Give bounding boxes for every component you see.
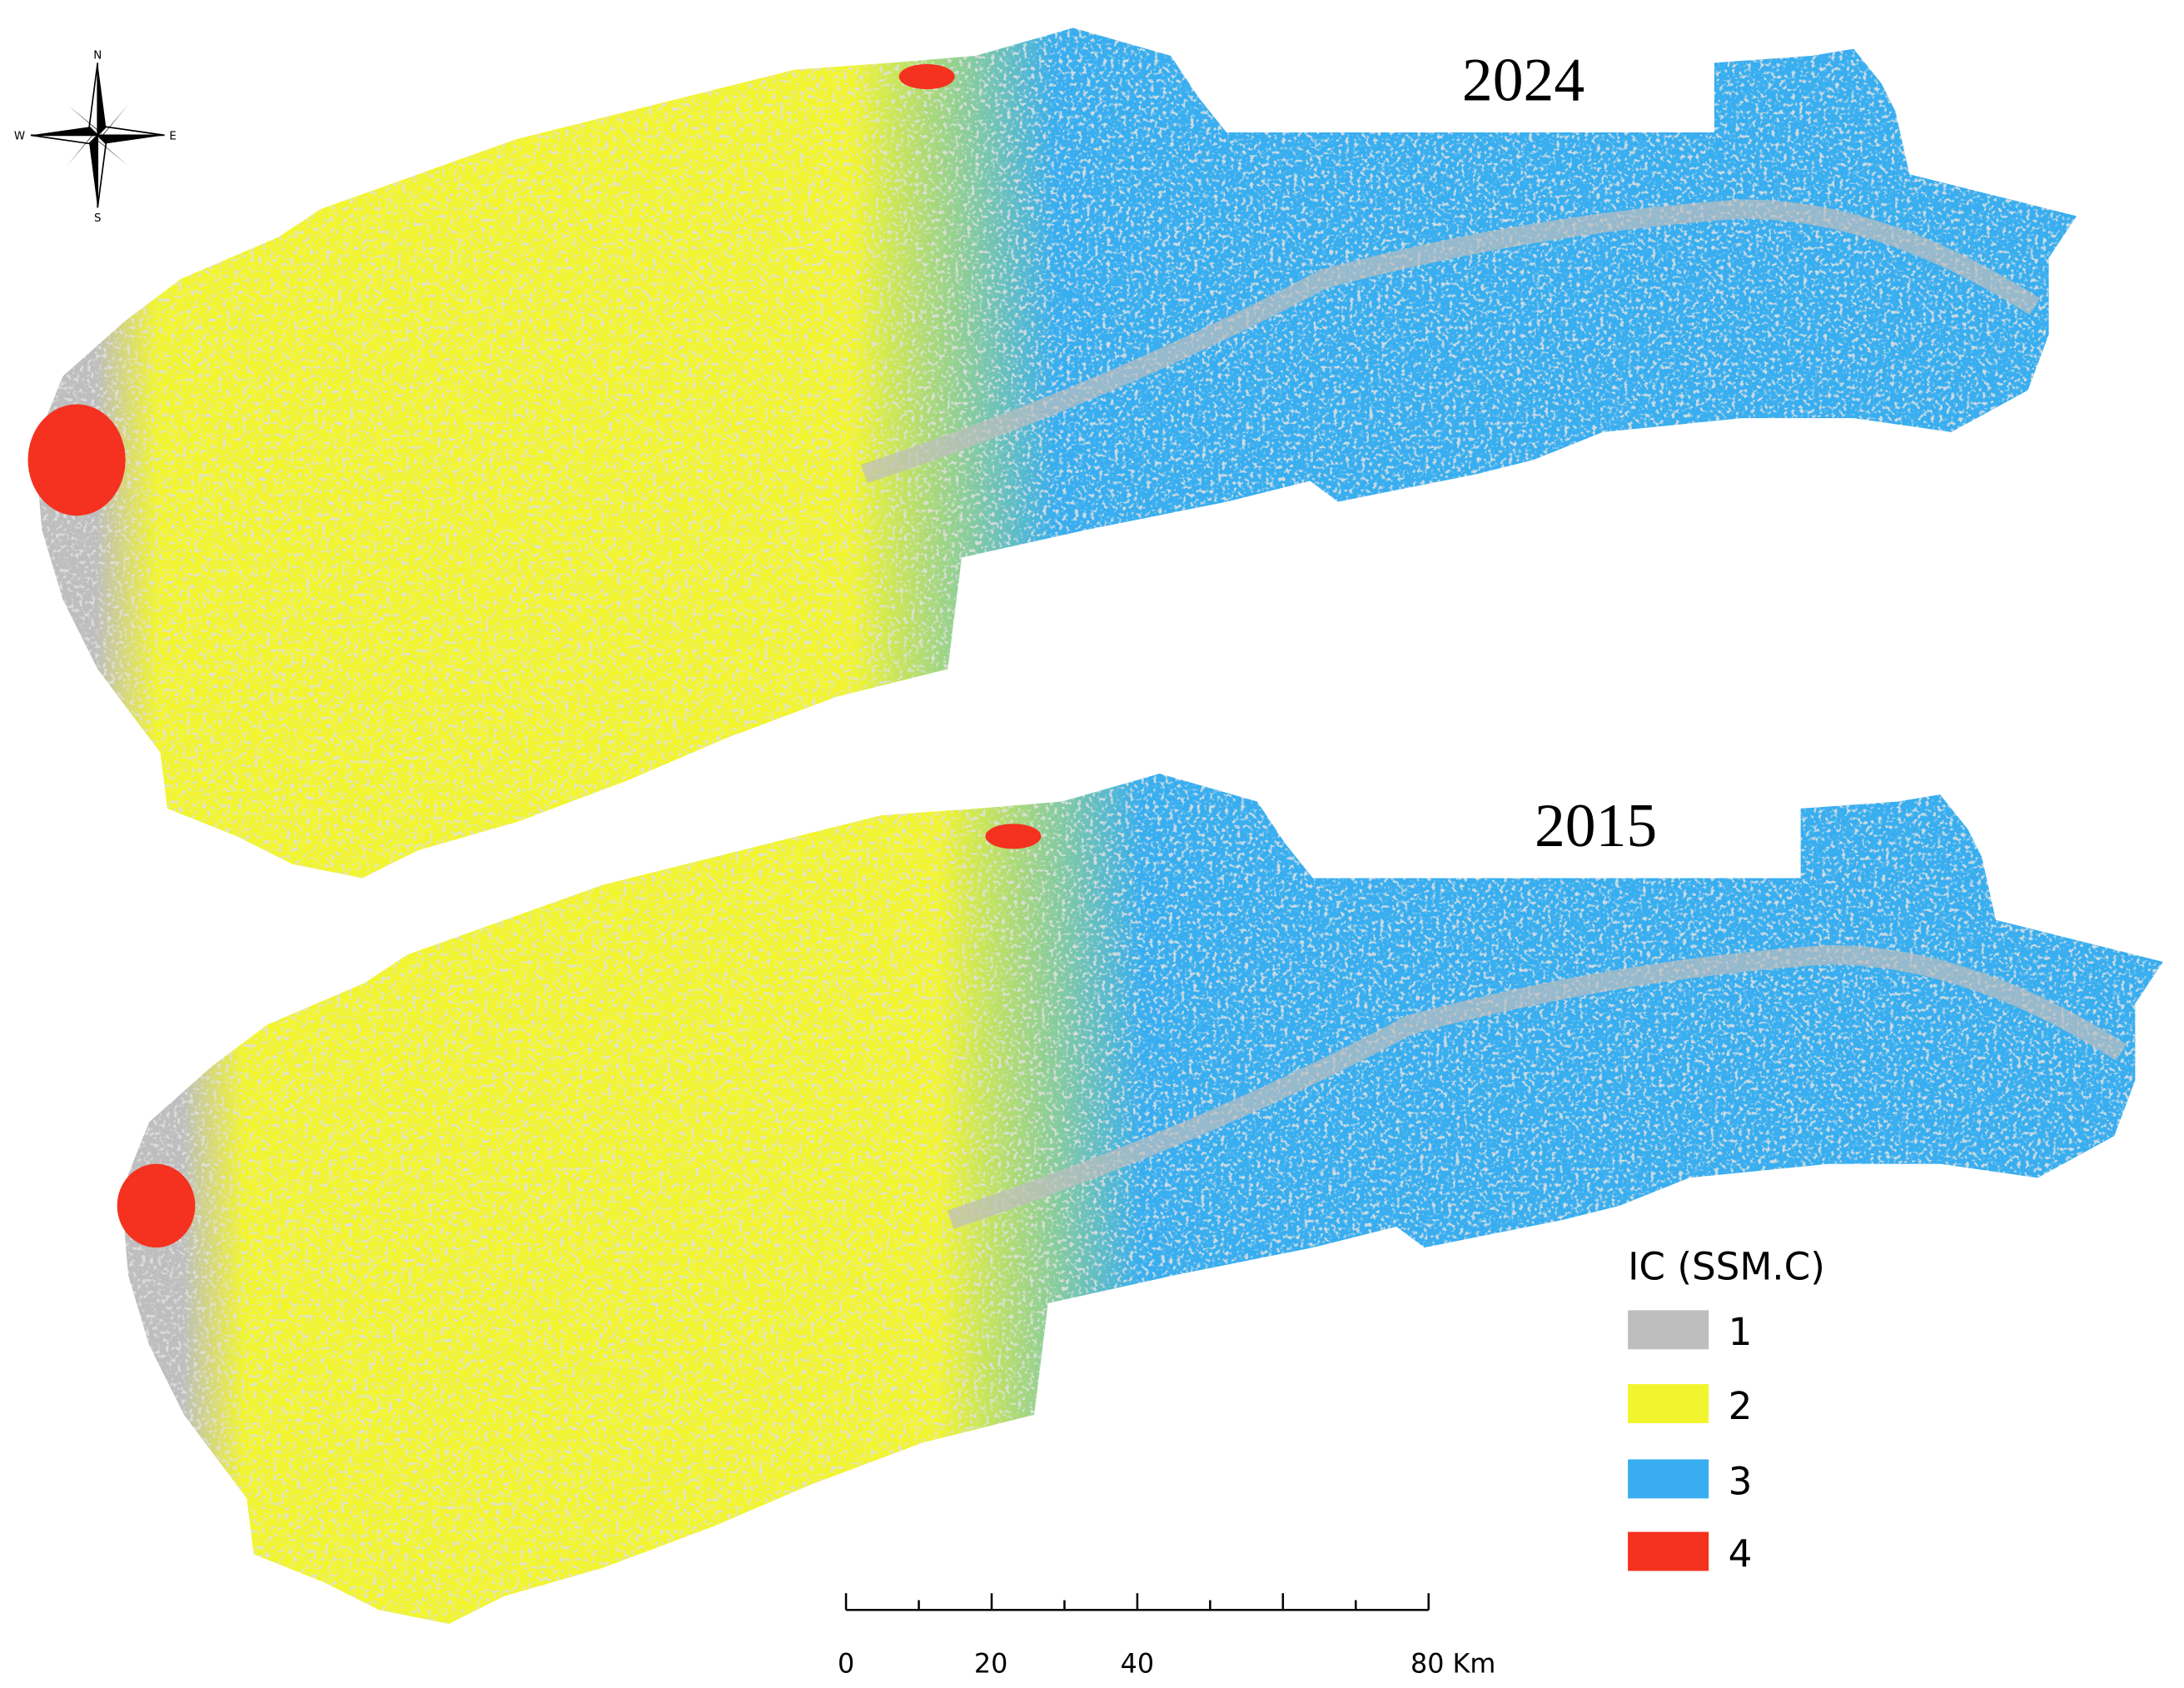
scale-label: 0 [838, 1649, 854, 1680]
compass: N S W E [14, 49, 177, 225]
hotspot [117, 1163, 196, 1248]
legend-label: 3 [1729, 1459, 1753, 1503]
compass-arm [89, 135, 98, 208]
valley [861, 199, 2041, 484]
compass-arm [30, 127, 98, 136]
legend-swatch [1628, 1384, 1709, 1423]
compass-label: N [93, 49, 102, 62]
compass-arm [96, 126, 165, 137]
hotspot [27, 404, 126, 516]
hotspot [985, 824, 1042, 849]
legend-title: IC (SSM.C) [1628, 1245, 1825, 1289]
basin-texture [121, 773, 2163, 1625]
compass-arm [97, 135, 165, 144]
legend-swatch [1628, 1531, 1709, 1571]
legend-label: 1 [1729, 1310, 1753, 1354]
scale-label: 40 [1121, 1649, 1154, 1680]
compass-arm [67, 104, 103, 136]
valley [947, 944, 2127, 1229]
map-year: 2024 [1462, 46, 1585, 114]
scale-label: 80 Km [1410, 1649, 1495, 1680]
map-2024: 2024 [27, 27, 2077, 879]
hotspot [898, 63, 955, 90]
label-box [1407, 42, 1712, 130]
scale-label: 20 [974, 1649, 1007, 1680]
legend-swatch [1628, 1459, 1709, 1499]
compass-arm [97, 62, 107, 136]
label-box [1494, 787, 1798, 876]
legend-label: 2 [1729, 1384, 1753, 1428]
compass-label: E [169, 130, 176, 142]
maps: 2024 2015 [27, 27, 2163, 1625]
map-year: 2015 [1535, 791, 1657, 859]
compass-label: W [14, 130, 25, 142]
compass-arm [92, 135, 129, 167]
legend-swatch [1628, 1310, 1709, 1350]
scale-bar: 0 20 40 80 Km [838, 1593, 1495, 1680]
legend-label: 4 [1729, 1531, 1753, 1576]
map-2015: 2015 [117, 773, 2163, 1625]
compass-label: S [94, 212, 102, 225]
legend: IC (SSM.C) 1 2 3 4 [1628, 1245, 1825, 1576]
compass-arm [30, 134, 100, 145]
basin-texture [34, 27, 2077, 879]
